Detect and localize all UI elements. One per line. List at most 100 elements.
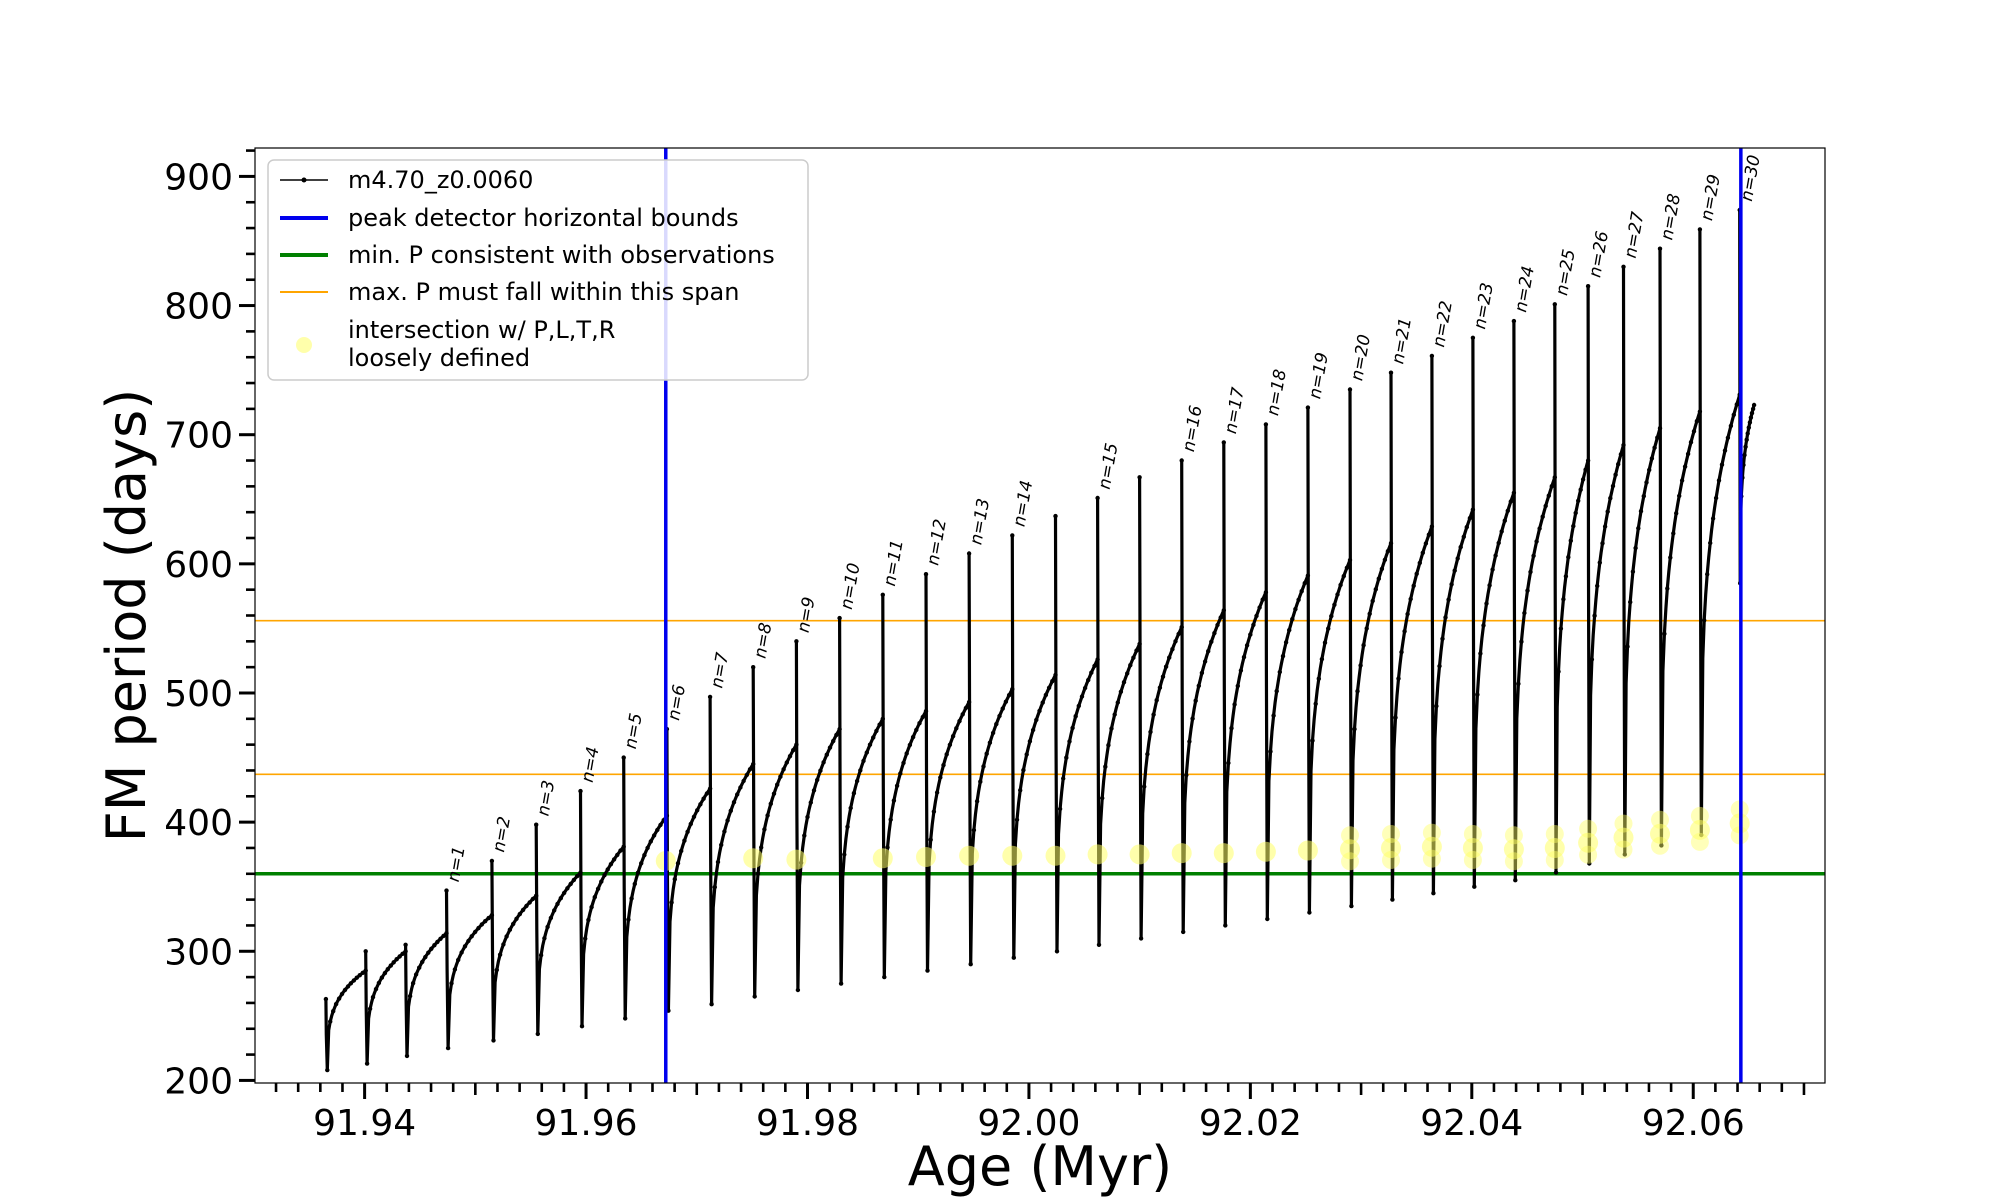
data-point: [504, 934, 509, 939]
data-point: [1040, 700, 1045, 705]
data-point: [1464, 524, 1470, 530]
data-point: [342, 987, 348, 993]
data-point: [325, 1067, 330, 1073]
intersection-point-24: [1689, 819, 1710, 840]
data-point: [701, 796, 706, 801]
data-point: [1021, 767, 1026, 773]
data-point: [394, 957, 399, 962]
data-point: [648, 839, 653, 844]
data-point: [579, 1023, 585, 1029]
data-point: [586, 917, 591, 923]
y-tick-label: 800: [164, 287, 233, 328]
data-point: [1734, 402, 1740, 407]
data-point: [1322, 640, 1328, 645]
data-point: [815, 777, 820, 783]
data-point: [1151, 712, 1156, 717]
data-point: [1702, 618, 1707, 623]
data-point: [456, 957, 461, 963]
data-point: [871, 735, 876, 740]
data-point: [1556, 669, 1561, 674]
data-point: [331, 1009, 336, 1014]
data-point: [420, 959, 425, 965]
data-point: [651, 833, 657, 838]
data-point: [1034, 717, 1039, 723]
intersection-point-4: [872, 848, 893, 869]
data-point: [1326, 626, 1331, 631]
data-point: [1580, 477, 1586, 482]
data-point: [984, 751, 989, 756]
data-point: [1455, 556, 1460, 561]
data-point: [1745, 431, 1750, 436]
data-point: [1064, 755, 1069, 760]
data-point: [1722, 448, 1728, 453]
intersection-point-cluster: [1579, 819, 1598, 838]
data-point: [1587, 861, 1592, 866]
x-tick-label: 91.94: [313, 1103, 416, 1144]
data-point: [328, 1019, 333, 1024]
data-point: [345, 984, 351, 989]
data-point: [1742, 452, 1747, 458]
intersection-point-2: [743, 848, 764, 869]
data-point: [1508, 499, 1514, 504]
data-point: [845, 824, 850, 829]
data-point: [1585, 284, 1591, 289]
data-point: [1602, 524, 1608, 529]
data-point: [1202, 659, 1208, 664]
intersection-point-cluster: [1463, 825, 1482, 843]
data-point: [704, 791, 710, 796]
data-point: [1263, 422, 1269, 427]
data-point: [445, 1045, 451, 1051]
data-point: [621, 755, 626, 760]
data-point: [571, 877, 577, 883]
data-point: [1408, 596, 1413, 602]
data-point: [1082, 685, 1088, 691]
data-point: [1070, 725, 1075, 731]
x-tick-label: 92.04: [1420, 1103, 1523, 1144]
x-tick-label: 91.98: [756, 1103, 859, 1144]
data-point: [1563, 574, 1569, 579]
data-point: [1248, 632, 1253, 637]
data-point: [611, 857, 617, 862]
intersection-point-16: [1381, 838, 1401, 858]
data-point: [1728, 423, 1734, 429]
data-point: [1525, 588, 1530, 593]
data-point: [1719, 462, 1725, 467]
data-point: [423, 954, 428, 960]
data-point: [1199, 670, 1205, 676]
data-point: [1731, 412, 1737, 417]
intersection-point-cluster: [1422, 849, 1441, 868]
data-point: [679, 848, 684, 854]
data-point: [1271, 713, 1276, 718]
data-point: [1644, 480, 1649, 485]
data-point: [885, 845, 890, 850]
data-point: [877, 722, 882, 727]
data-point: [1399, 649, 1404, 655]
data-point: [1061, 776, 1066, 781]
data-point: [858, 768, 863, 773]
intersection-point-cluster: [1651, 810, 1669, 829]
data-point: [1154, 698, 1159, 703]
data-point: [1118, 689, 1124, 694]
legend-swatch-marker: [301, 177, 307, 183]
data-point: [391, 960, 396, 965]
data-point: [1137, 475, 1142, 480]
intersection-point-cluster: [1422, 823, 1441, 842]
data-point: [722, 829, 727, 834]
data-point: [1553, 870, 1559, 875]
data-point: [1682, 464, 1688, 469]
data-point: [1290, 616, 1295, 622]
data-point: [1496, 540, 1501, 546]
intersection-point-cluster: [1504, 852, 1523, 871]
data-point: [1475, 692, 1480, 697]
data-point: [672, 877, 677, 882]
data-point: [1018, 788, 1023, 793]
data-point: [1685, 451, 1691, 457]
data-point: [379, 975, 385, 980]
data-point: [1750, 406, 1756, 412]
data-point: [605, 867, 610, 872]
intersection-point-7: [1002, 845, 1023, 866]
data-point: [1293, 606, 1298, 612]
data-point: [1452, 568, 1457, 573]
data-point: [675, 861, 681, 866]
